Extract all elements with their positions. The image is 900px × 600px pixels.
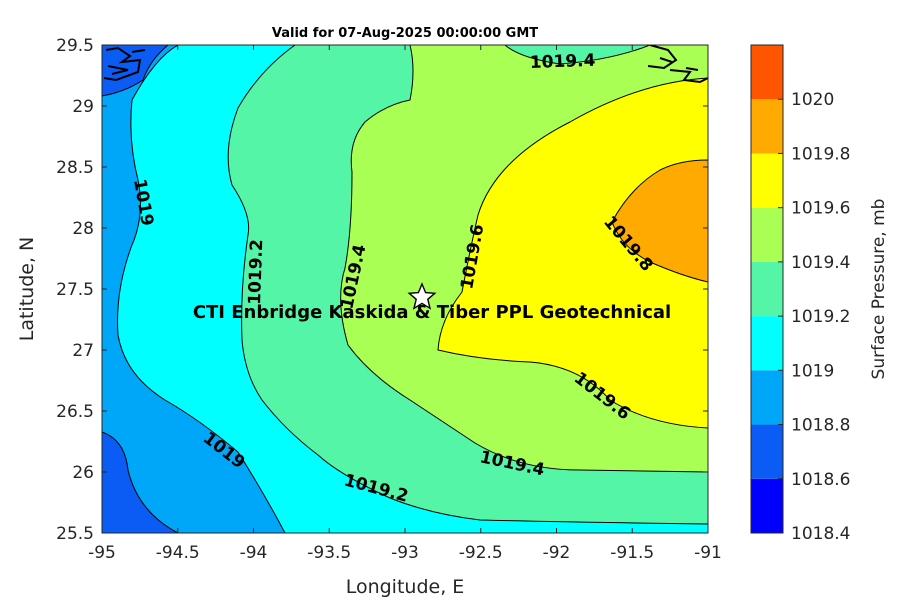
colorbar-tick-label: 1018.6 <box>791 470 850 490</box>
colorbar-tick-label: 1019.2 <box>791 307 850 327</box>
y-tick-label: 27.5 <box>56 280 94 300</box>
x-tick-label: -91 <box>694 543 722 563</box>
x-tick-label: -93.5 <box>307 543 351 563</box>
band-1019.0-1019.2 <box>102 45 708 533</box>
band-1018.6-1018.8-south <box>102 431 179 533</box>
contour-map: 1019 1019.2 1019.4 1019.6 1019.8 1019.4 … <box>102 45 708 533</box>
colorbar-tick-label: 1019.8 <box>791 144 850 164</box>
contour-label: 1019.2 <box>245 239 267 305</box>
y-tick-label: 29 <box>72 97 94 117</box>
colorbar-block <box>751 478 783 533</box>
y-tick-label: 25.5 <box>56 524 94 544</box>
y-tick-label: 28.5 <box>56 158 94 178</box>
colorbar-label: Surface Pressure, mb <box>869 199 889 380</box>
band-1018.6-1018.8-north <box>102 45 169 97</box>
colorbar-tick-label: 1019 <box>791 361 834 381</box>
colorbar-tick-label: 1019.4 <box>791 253 850 273</box>
y-axis: 25.5 26 26.5 27 27.5 28 28.5 29 29.5 <box>56 36 708 544</box>
x-tick-label: -93 <box>391 543 419 563</box>
x-tick-label: -95 <box>88 543 116 563</box>
band-1019.2-1019.4-northeast <box>504 45 651 65</box>
colorbar-block <box>751 370 783 425</box>
x-tick-label: -92 <box>543 543 571 563</box>
y-tick-label: 26 <box>72 463 94 483</box>
colorbar-block <box>751 153 783 208</box>
colorbar-tick-label: 1020 <box>791 90 834 110</box>
band-1018.8-1019.0 <box>102 45 286 533</box>
colorbar-tick-label: 1018.4 <box>791 524 850 544</box>
band-1019.8-1020.0 <box>611 159 708 283</box>
colorbar-block <box>751 316 783 371</box>
x-axis-label: Longitude, E <box>346 576 465 598</box>
x-tick-label: -91.5 <box>610 543 654 563</box>
site-label: CTI Enbridge Kaskida & Tiber PPL Geotech… <box>193 302 671 323</box>
y-axis-label: Latitude, N <box>16 237 38 342</box>
colorbar: 1018.4 1018.6 1018.8 1019 1019.2 1019.4 1019.6… <box>750 44 889 544</box>
y-tick-label: 26.5 <box>56 402 94 422</box>
colorbar-block <box>751 424 783 479</box>
y-tick-label: 28 <box>72 219 94 239</box>
colorbar-block <box>751 45 783 100</box>
contour-label: 1019.4 <box>529 51 595 73</box>
colorbar-tick-label: 1019.6 <box>791 199 850 219</box>
x-tick-label: -94.5 <box>156 543 200 563</box>
coastline <box>103 45 708 84</box>
colorbar-block <box>751 261 783 317</box>
x-tick-label: -94 <box>240 543 268 563</box>
band-1019.6-1019.8 <box>437 77 708 429</box>
site-marker-star-icon <box>407 282 437 310</box>
x-axis: -95 -94.5 -94 -93.5 -93 -92.5 -92 -91.5 -91 <box>88 45 722 563</box>
y-tick-label: 27 <box>72 341 94 361</box>
colorbar-tick-label: 1018.8 <box>791 416 850 436</box>
y-tick-label: 29.5 <box>56 36 94 56</box>
map-title: Valid for 07-Aug-2025 00:00:00 GMT <box>272 26 538 41</box>
colorbar-block <box>751 207 783 262</box>
colorbar-frame <box>750 44 784 534</box>
colorbar-block <box>751 99 783 154</box>
x-tick-label: -92.5 <box>459 543 503 563</box>
